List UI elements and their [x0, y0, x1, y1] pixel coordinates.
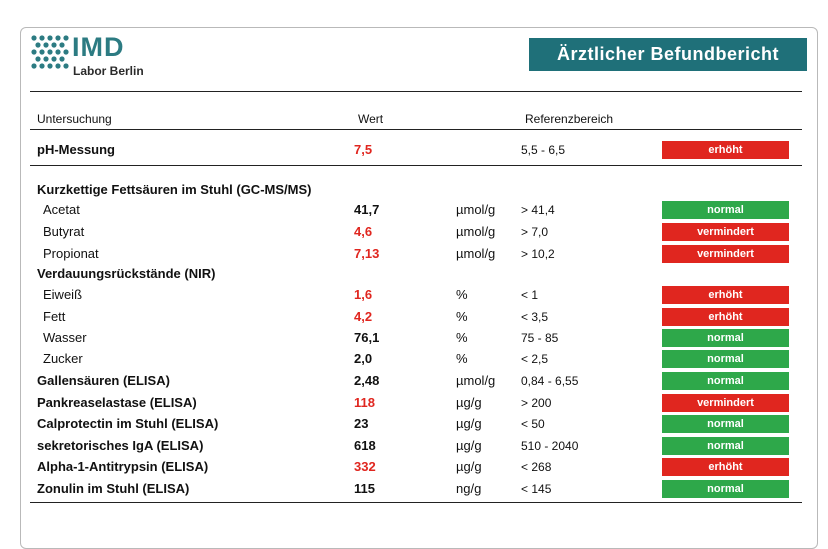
row-range: < 50	[521, 417, 545, 431]
status-badge: normal	[662, 372, 789, 390]
status-badge: normal	[662, 415, 789, 433]
row-unit: %	[456, 309, 468, 324]
status-badge: normal	[662, 350, 789, 368]
column-header-value: Wert	[358, 112, 384, 126]
table-row: Gallensäuren (ELISA) 2,48 µmol/g 0,84 - 6,5…	[0, 370, 828, 392]
status-badge: vermindert	[662, 394, 789, 412]
row-range: < 268	[521, 460, 552, 474]
table-row: Butyrat 4,6 µmol/g > 7,0 vermindert	[0, 221, 828, 243]
section-title-digest: Verdauungsrückstände (NIR)	[37, 266, 216, 281]
row-value: 2,48	[354, 373, 380, 388]
row-unit: ng/g	[456, 481, 482, 496]
status-badge: erhöht	[662, 141, 789, 159]
table-row: Propionat 7,13 µmol/g > 10,2 vermindert	[0, 243, 828, 265]
table-row: Fett 4,2% < 3,5 erhöht	[0, 306, 828, 328]
row-unit: µmol/g	[456, 224, 496, 239]
logo-name: IMD	[72, 32, 125, 62]
row-value: 7,5	[354, 142, 373, 157]
row-unit: %	[456, 351, 468, 366]
imd-logo: IMD Labor Berlin	[30, 32, 190, 80]
row-name: Propionat	[43, 246, 99, 261]
section-title-scfa: Kurzkettige Fettsäuren im Stuhl (GC-MS/M…	[37, 182, 312, 197]
row-name: sekretorisches IgA (ELISA)	[37, 438, 204, 453]
row-range: > 41,4	[521, 203, 555, 217]
section-divider	[30, 165, 802, 166]
report-title: Ärztlicher Befundbericht	[529, 38, 807, 71]
table-row: Zonulin im Stuhl (ELISA) 115 ng/g < 145 norm…	[0, 478, 828, 500]
table-row: sekretorisches IgA (ELISA) 618 µg/g 510 - 2…	[0, 435, 828, 457]
row-name: Pankreaselastase (ELISA)	[37, 395, 197, 410]
row-range: > 10,2	[521, 247, 555, 261]
row-name: Zonulin im Stuhl (ELISA)	[37, 481, 190, 496]
row-name: Butyrat	[43, 224, 85, 239]
row-unit: %	[456, 287, 468, 302]
row-range: 0,84 - 6,55	[521, 374, 579, 388]
row-value: 41,7	[354, 202, 380, 217]
row-unit: µg/g	[456, 459, 482, 474]
row-range: < 2,5	[521, 352, 549, 366]
table-header-divider	[30, 129, 802, 130]
table-row: Zucker 2,0% < 2,5 normal	[0, 348, 828, 370]
row-name: Eiweiß	[43, 287, 83, 302]
row-name: Zucker	[43, 351, 83, 366]
row-unit: µmol/g	[456, 373, 496, 388]
row-range: < 1	[521, 288, 539, 302]
table-row: Acetat 41,7 µmol/g > 41,4 normal	[0, 199, 828, 221]
row-value: 23	[354, 416, 369, 431]
column-header-range: Referenzbereich	[525, 112, 614, 126]
row-value: 118	[354, 395, 375, 410]
row-name: pH-Messung	[37, 142, 115, 157]
row-unit: µmol/g	[456, 246, 496, 261]
row-range: > 200	[521, 396, 552, 410]
row-value: 332	[354, 459, 376, 474]
row-value: 115	[354, 481, 375, 496]
row-range: 5,5 - 6,5	[521, 143, 566, 157]
row-range: 75 - 85	[521, 331, 559, 345]
row-unit: µmol/g	[456, 202, 496, 217]
row-value: 7,13	[354, 246, 380, 261]
row-name: Alpha-1-Antitrypsin (ELISA)	[37, 459, 209, 474]
logo-subtitle: Labor Berlin	[73, 64, 144, 78]
row-unit: %	[456, 330, 468, 345]
table-row: Alpha-1-Antitrypsin (ELISA) 332 µg/g < 268 e…	[0, 456, 828, 478]
table-bottom-divider	[30, 502, 802, 503]
status-badge: normal	[662, 201, 789, 219]
header-divider	[30, 91, 802, 92]
status-badge: normal	[662, 329, 789, 347]
table-row: Eiweiß 1,6% < 1 erhöht	[0, 284, 828, 306]
logo-dots-icon	[31, 35, 69, 69]
row-unit: µg/g	[456, 395, 482, 410]
row-name: Wasser	[43, 330, 87, 345]
table-row-ph: pH-Messung 7,5 5,5 - 6,5 erhöht	[0, 139, 828, 161]
status-badge: normal	[662, 480, 789, 498]
row-range: > 7,0	[521, 225, 549, 239]
row-name: Fett	[43, 309, 66, 324]
table-row: Calprotectin im Stuhl (ELISA) 23 µg/g < 50 n…	[0, 413, 828, 435]
row-name: Gallensäuren (ELISA)	[37, 373, 170, 388]
status-badge: vermindert	[662, 223, 789, 241]
status-badge: erhöht	[662, 458, 789, 476]
table-row: Pankreaselastase (ELISA) 118 µg/g > 200 verm…	[0, 392, 828, 414]
status-badge: vermindert	[662, 245, 789, 263]
row-unit: µg/g	[456, 438, 482, 453]
row-value: 1,6	[354, 287, 373, 302]
row-name: Acetat	[43, 202, 80, 217]
status-badge: erhöht	[662, 308, 789, 326]
row-range: < 3,5	[521, 310, 549, 324]
row-value: 2,0	[354, 351, 373, 366]
row-name: Calprotectin im Stuhl (ELISA)	[37, 416, 219, 431]
row-value: 4,6	[354, 224, 373, 239]
column-header-test: Untersuchung	[37, 112, 112, 126]
row-unit: µg/g	[456, 416, 482, 431]
row-value: 618	[354, 438, 376, 453]
table-row: Wasser 76,1% 75 - 85 normal	[0, 327, 828, 349]
row-value: 4,2	[354, 309, 373, 324]
status-badge: normal	[662, 437, 789, 455]
row-range: < 145	[521, 482, 552, 496]
status-badge: erhöht	[662, 286, 789, 304]
row-range: 510 - 2040	[521, 439, 579, 453]
row-value: 76,1	[354, 330, 380, 345]
